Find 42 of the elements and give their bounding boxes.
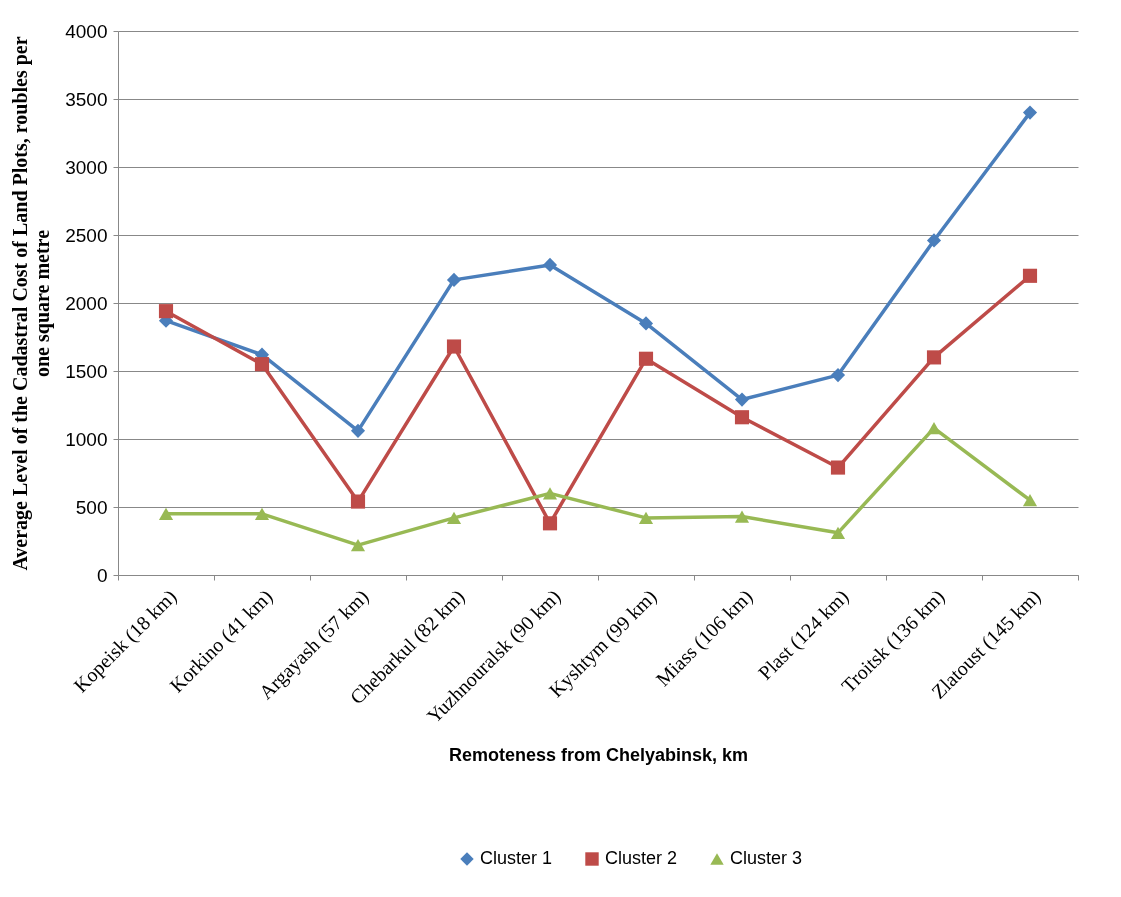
point — [158, 507, 174, 520]
point — [638, 351, 654, 366]
y-tick-label: 1500 — [65, 360, 108, 382]
point — [926, 422, 942, 435]
point — [350, 538, 366, 552]
y-axis-title: Average Level of the Cadastral Cost of Land Plots, roubles per one square metre — [9, 36, 55, 571]
point — [254, 357, 270, 372]
point — [830, 526, 846, 539]
point — [446, 272, 462, 287]
x-axis-title: Remoteness from Chelyabinsk, km — [448, 745, 749, 766]
point — [350, 494, 366, 509]
point — [830, 460, 846, 475]
point — [830, 368, 846, 383]
y-tick-label: 500 — [75, 496, 108, 518]
point — [734, 392, 750, 407]
point — [1022, 105, 1038, 120]
legend-label: Cluster 3 — [730, 848, 803, 868]
point — [1022, 268, 1038, 283]
point — [542, 257, 558, 272]
y-tick-label: 2000 — [65, 292, 108, 314]
point — [734, 410, 750, 425]
point — [254, 507, 270, 520]
point — [158, 304, 174, 319]
y-tick-label: 3500 — [65, 88, 108, 110]
legend-label: Cluster 2 — [605, 848, 678, 868]
point — [926, 350, 942, 365]
y-tick-label: 4000 — [65, 20, 108, 42]
point — [542, 516, 558, 531]
point — [350, 423, 366, 438]
point — [542, 487, 558, 500]
y-tick-label: 0 — [96, 564, 108, 586]
legend-label: Cluster 1 — [480, 848, 553, 868]
y-tick-label: 3000 — [65, 156, 108, 178]
y-tick-label: 2500 — [65, 224, 108, 246]
point — [446, 339, 462, 354]
point — [638, 316, 654, 331]
point — [734, 510, 750, 523]
point — [926, 233, 942, 248]
point — [446, 511, 462, 524]
point — [638, 511, 654, 524]
y-tick-label: 1000 — [65, 428, 108, 450]
point — [1022, 494, 1038, 507]
